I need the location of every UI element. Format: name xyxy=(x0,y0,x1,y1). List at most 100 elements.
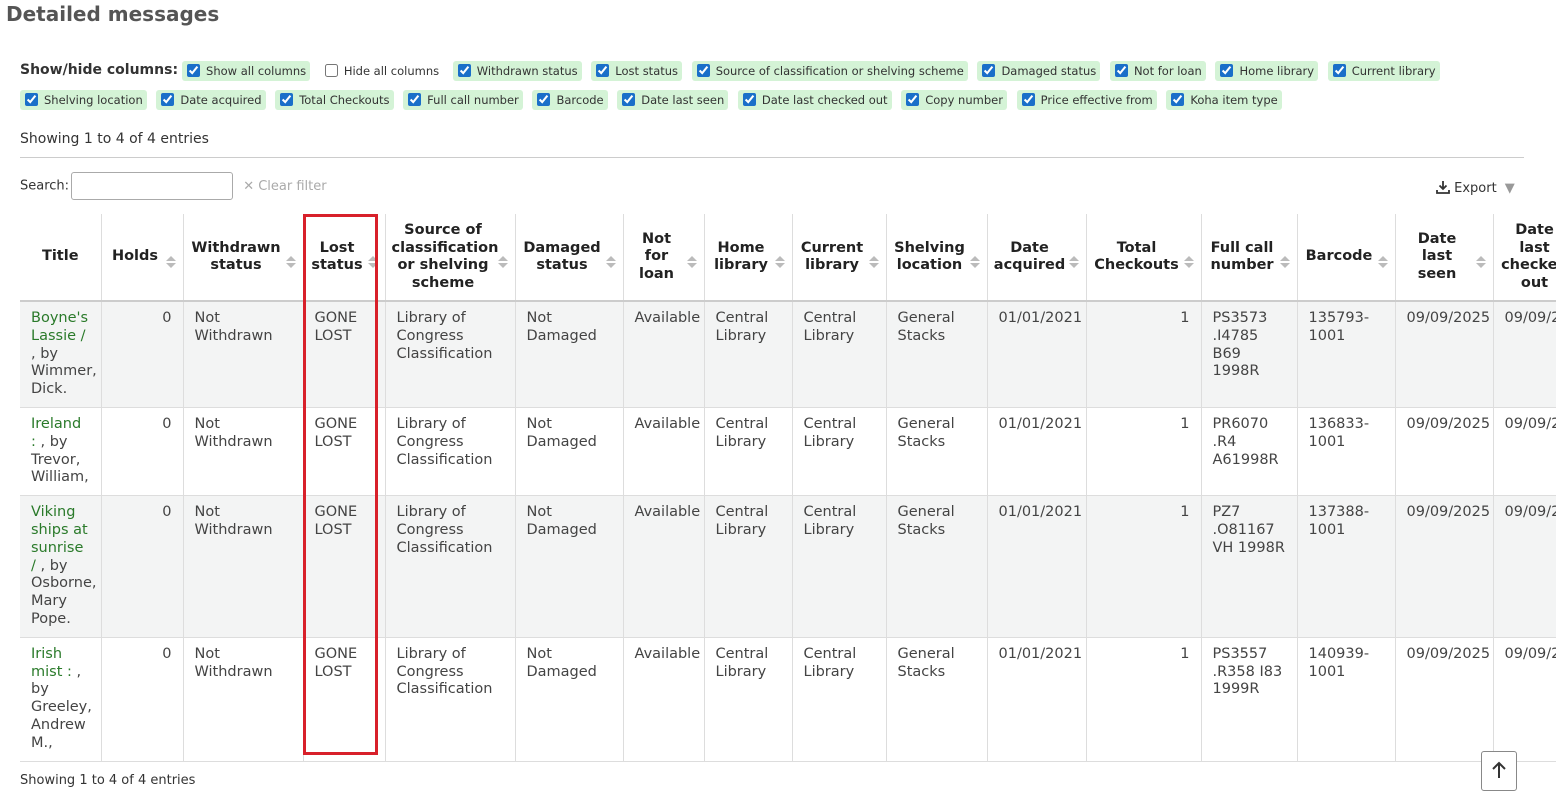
table-cell: 0 xyxy=(101,407,184,497)
author: , by Trevor, William, xyxy=(31,433,89,486)
clear-filter[interactable]: ✕ Clear filter xyxy=(243,178,327,194)
table-cell: Not Withdrawn xyxy=(183,407,304,497)
column-toggle[interactable]: Copy number xyxy=(901,89,1007,110)
column-toggle[interactable]: Hide all columns xyxy=(319,60,444,81)
toggle-checkbox[interactable] xyxy=(457,63,471,77)
export-text: Export xyxy=(1454,181,1497,196)
toggle-label: Damaged status xyxy=(1001,63,1097,78)
toggle-checkbox[interactable] xyxy=(1332,63,1346,77)
column-header[interactable]: Title xyxy=(20,214,102,302)
toggle-checkbox[interactable] xyxy=(1114,63,1128,77)
toggle-label: Barcode xyxy=(556,92,604,107)
column-toggle[interactable]: Show all columns xyxy=(182,60,311,81)
toggle-checkbox[interactable] xyxy=(596,63,610,77)
table-cell: General Stacks xyxy=(886,637,988,762)
column-header[interactable]: Not for loan xyxy=(623,214,705,302)
search-label: Search: xyxy=(20,178,70,194)
table-cell: 09/09/2025 xyxy=(1395,407,1494,497)
title-link[interactable]: Ireland : xyxy=(31,415,82,450)
table-cell: Library of Congress Classification xyxy=(385,637,516,762)
column-toggle[interactable]: Full call number xyxy=(403,89,523,110)
column-toggle[interactable]: Source of classification or shelving sch… xyxy=(691,60,968,81)
title-link[interactable]: Viking ships at sunrise / xyxy=(31,504,88,574)
column-toggle[interactable]: Total Checkouts xyxy=(275,89,394,110)
column-toggle[interactable]: Home library xyxy=(1215,60,1319,81)
column-toggle[interactable]: Shelving location xyxy=(20,89,147,110)
table-cell: 09/09/2025 xyxy=(1395,301,1494,408)
toggle-checkbox[interactable] xyxy=(161,92,175,106)
table-info-bottom: Showing 1 to 4 of 4 entries xyxy=(20,773,196,788)
table-cell: 140939-1001 xyxy=(1297,637,1396,762)
table-cell: Central Library xyxy=(704,301,793,408)
toggle-checkbox[interactable] xyxy=(1021,92,1035,106)
toggle-label: Hide all columns xyxy=(343,63,440,78)
toggle-label: Current library xyxy=(1351,63,1436,78)
back-to-top[interactable] xyxy=(1481,751,1517,791)
table-cell: PZ7 .O81167 VH 1998R xyxy=(1201,495,1298,638)
search-bar: Search: ✕ Clear filter xyxy=(20,172,327,200)
toggle-label: Withdrawn status xyxy=(476,63,578,78)
column-header[interactable]: Current library xyxy=(792,214,887,302)
toggle-label: Date last checked out xyxy=(761,92,888,107)
toggle-checkbox[interactable] xyxy=(537,92,551,106)
toggle-checkbox[interactable] xyxy=(280,92,294,106)
toggle-checkbox[interactable] xyxy=(408,92,422,106)
column-toggle[interactable]: Not for loan xyxy=(1109,60,1206,81)
toggle-checkbox[interactable] xyxy=(742,92,756,106)
table-cell: PS3557 .R358 I83 1999R xyxy=(1201,637,1298,762)
toggle-checkbox[interactable] xyxy=(25,92,38,106)
toggle-checkbox[interactable] xyxy=(982,63,996,77)
items-table: Title Holds Withdrawn status Lost status Sou… xyxy=(20,214,1556,762)
column-header[interactable]: Lost status xyxy=(303,214,386,302)
column-header[interactable]: Damaged status xyxy=(515,214,624,302)
column-toggle[interactable]: Withdrawn status xyxy=(452,60,582,81)
author: , by Wimmer, Dick. xyxy=(31,345,97,398)
column-toggle[interactable]: Barcode xyxy=(532,89,608,110)
export-button[interactable]: Export ▼ xyxy=(1436,180,1515,196)
table-cell: Not Damaged xyxy=(515,637,624,762)
title-link[interactable]: Irish mist : xyxy=(31,645,72,680)
toggle-checkbox[interactable] xyxy=(1171,92,1185,106)
page-title: Detailed messages xyxy=(6,2,220,26)
title-link[interactable]: Boyne's Lassie / xyxy=(31,310,89,344)
column-toggle[interactable]: Damaged status xyxy=(977,60,1101,81)
table-cell: PR6070 .R4 A61998R xyxy=(1201,407,1298,497)
clear-filter-text: Clear filter xyxy=(258,178,327,194)
column-header[interactable]: Withdrawn status xyxy=(183,214,304,302)
column-header[interactable]: Home library xyxy=(704,214,793,302)
table-cell: Available xyxy=(623,301,705,408)
column-header[interactable]: Holds xyxy=(101,214,184,302)
toggle-label: Total Checkouts xyxy=(299,92,390,107)
table-cell: 1 xyxy=(1086,495,1202,638)
table-container: Title Holds Withdrawn status Lost status Sou… xyxy=(20,214,1556,762)
column-header[interactable]: Shelving location xyxy=(886,214,988,302)
toggle-checkbox[interactable] xyxy=(906,92,920,106)
column-toggle[interactable]: Current library xyxy=(1327,60,1440,81)
toggle-checkbox[interactable] xyxy=(696,63,710,77)
column-header[interactable]: Barcode xyxy=(1297,214,1396,302)
column-header[interactable]: Source of classification or shelving sch… xyxy=(385,214,516,302)
table-cell: Available xyxy=(623,495,705,638)
toggle-checkbox[interactable] xyxy=(1220,63,1234,77)
toggle-label: Copy number xyxy=(925,92,1003,107)
toggle-label: Shelving location xyxy=(44,92,143,107)
toggle-checkbox[interactable] xyxy=(324,63,338,77)
column-header[interactable]: Date last checked out xyxy=(1493,214,1556,302)
column-toggle[interactable]: Price effective from xyxy=(1016,89,1157,110)
column-header[interactable]: Full call number xyxy=(1201,214,1298,302)
column-header[interactable]: Date last seen xyxy=(1395,214,1494,302)
column-toggle[interactable]: Koha item type xyxy=(1166,89,1282,110)
table-cell: 136833-1001 xyxy=(1297,407,1396,497)
column-header[interactable]: Total Checkouts xyxy=(1086,214,1202,302)
column-toggle[interactable]: Date last checked out xyxy=(737,89,892,110)
table-cell: GONE LOST xyxy=(303,407,386,497)
search-input[interactable] xyxy=(71,172,234,200)
toggle-checkbox[interactable] xyxy=(622,92,636,106)
column-toggle[interactable]: Lost status xyxy=(591,60,683,81)
column-toggle[interactable]: Date last seen xyxy=(617,89,729,110)
column-header[interactable]: Date acquired xyxy=(987,214,1087,302)
toggle-checkbox[interactable] xyxy=(187,63,201,77)
column-toggle[interactable]: Date acquired xyxy=(156,89,266,110)
header-row: Title Holds Withdrawn status Lost status Sou… xyxy=(20,214,1556,302)
table-cell: 1 xyxy=(1086,407,1202,497)
